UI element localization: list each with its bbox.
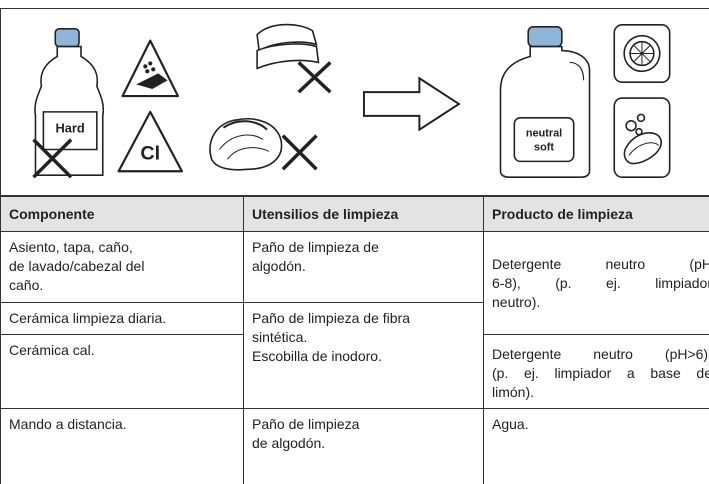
cell-line: limón).	[492, 384, 535, 400]
chlorine-warning-icon: Cl	[117, 110, 184, 173]
cell: Mando a distancia.	[0, 408, 244, 484]
arrow	[362, 76, 461, 132]
cell: Paño de limpieza de algodón.	[243, 408, 484, 484]
scrub-pad-icon	[209, 118, 318, 171]
cell-line: Cerámica limpieza diaria.	[9, 310, 167, 326]
cell-line: caño.	[9, 277, 44, 293]
corrosive-warning-icon	[121, 39, 180, 98]
hard-label: Hard	[55, 121, 84, 136]
lemon-icon	[613, 24, 671, 84]
header-row: Componente Utensilios de limpieza Produc…	[0, 196, 709, 232]
cell-line: Asiento, tapa, caño,	[9, 239, 133, 255]
cell-line: de algodón.	[252, 435, 326, 451]
cell: Detergente neutro (pH>6), (p. ej. limpiad…	[483, 334, 709, 409]
abrasive-sponge-icon	[256, 23, 332, 94]
header-cell: Utensilios de limpieza	[243, 196, 484, 232]
cell-line: 6-8), (p. ej. limpiador	[492, 274, 709, 291]
cell-line: sintética.	[252, 329, 308, 345]
row: Mando a distancia. Paño de limpieza de al…	[0, 408, 709, 484]
soft-label: soft	[534, 141, 554, 153]
cell-line: Detergente neutro (pH	[492, 255, 709, 272]
header-cell: Componente	[0, 196, 244, 232]
row: Asiento, tapa, caño, de lavado/cabezal de…	[0, 231, 709, 335]
cell-line: Paño de limpieza de fibra	[252, 310, 410, 326]
cell-line: de lavado/cabezal del	[9, 258, 145, 274]
cell-line: Agua.	[492, 416, 529, 432]
soap-icon	[613, 97, 671, 178]
cell-line: Cerámica cal.	[9, 342, 95, 358]
row: Cerámica cal. Detergente neutro (pH>6), (…	[0, 334, 709, 409]
neutral-cleaner-bottle: neutral soft	[499, 26, 591, 178]
cell: Cerámica limpieza diaria.	[0, 302, 244, 335]
cell: Cerámica cal.	[0, 334, 244, 409]
cell-line: neutro).	[492, 293, 541, 310]
cleaning-table: Componente Utensilios de limpieza Produc…	[0, 196, 709, 484]
chlorine-label: Cl	[140, 142, 160, 164]
cell-line: Paño de limpieza	[252, 416, 360, 432]
header-cell: Producto de limpieza	[483, 196, 709, 232]
cell-line: Paño de limpieza de	[252, 239, 379, 255]
neutral-label: neutral	[526, 128, 562, 140]
hard-cleaner-bottle: Hard	[32, 27, 105, 179]
cell: Detergente neutro (pH 6-8), (p. ej. limpi…	[483, 231, 709, 335]
cell: Paño de limpieza de algodón.	[243, 231, 484, 303]
cell-line: Detergente neutro (pH>6),	[492, 346, 709, 362]
cleaning-illustration: Hard Cl	[0, 8, 709, 196]
cell-line: Mando a distancia.	[9, 416, 127, 432]
cell-line: Escobilla de inodoro.	[252, 348, 382, 364]
cell: Paño de limpieza de fibra sintética. Escob…	[243, 302, 484, 409]
cell: Asiento, tapa, caño, de lavado/cabezal de…	[0, 231, 244, 303]
cell: Agua.	[483, 408, 709, 484]
cell-line: (p. ej. limpiador a base de	[492, 365, 709, 381]
cell-line: algodón.	[252, 258, 306, 274]
